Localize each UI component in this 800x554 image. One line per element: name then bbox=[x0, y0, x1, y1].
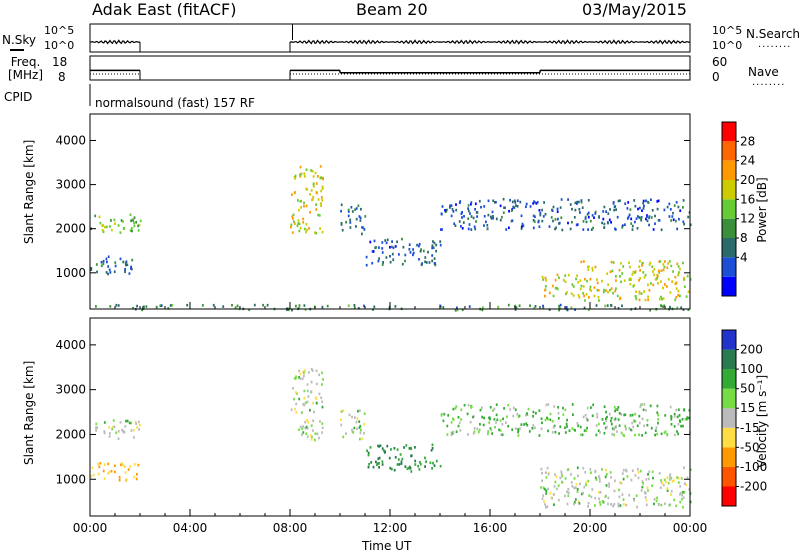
x-tick-label-5: 20:00 bbox=[573, 521, 608, 535]
power-panel-echo-region-5 bbox=[440, 197, 692, 232]
power-colorbar-swatch-7 bbox=[722, 141, 736, 161]
freq-label-line1: Freq. bbox=[10, 55, 41, 69]
velocity-panel-echo-region-2 bbox=[290, 367, 324, 442]
power-panel-ytick-label-1: 2000 bbox=[55, 222, 86, 236]
velocity-colorbar-tick-label-2: 50 bbox=[740, 382, 755, 396]
velocity-panel-echo-region-4 bbox=[366, 443, 442, 473]
velocity-panel-ytick-label-0: 1000 bbox=[55, 472, 86, 486]
nsky-panel-frame bbox=[89, 23, 691, 53]
freq-label: Freq. [MHz] bbox=[8, 56, 43, 82]
nsky-legend-mark bbox=[10, 49, 24, 51]
velocity-panel-bg bbox=[90, 318, 690, 516]
velocity-panel-echo-region-1 bbox=[90, 462, 140, 482]
power-colorbar-frame bbox=[721, 121, 737, 297]
velocity-colorbar-swatch-0 bbox=[722, 486, 736, 506]
nsearch-legend-dots: ........ bbox=[758, 39, 792, 50]
power-panel-ytick-label-3: 4000 bbox=[55, 133, 86, 147]
plot-title-station: Adak East (fitACF) bbox=[92, 0, 237, 19]
nsearch-label: N.Search bbox=[746, 27, 800, 41]
x-tick-label-4: 16:00 bbox=[473, 521, 508, 535]
velocity-colorbar-tick-label-3: 15 bbox=[740, 401, 755, 415]
freq-panel-frame bbox=[89, 55, 691, 81]
velocity-colorbar-tick-label-4: -15 bbox=[740, 421, 760, 435]
velocity-panel-echo-region-5 bbox=[440, 403, 691, 437]
velocity-panel-echo-region-0 bbox=[95, 419, 141, 441]
velocity-colorbar-swatch-3 bbox=[722, 427, 736, 448]
power-panel-bg bbox=[90, 114, 690, 309]
x-tick-label-6: 00:00 bbox=[673, 521, 708, 535]
velocity-colorbar-swatch-2 bbox=[722, 447, 736, 467]
nsky-tick-high: 10^5 bbox=[44, 24, 75, 37]
velocity-colorbar-swatch-7 bbox=[722, 349, 736, 370]
power-panel-echo-region-3 bbox=[340, 203, 367, 236]
nsearch-tick-high: 10^5 bbox=[712, 24, 743, 37]
power-colorbar-tick-label-1: 24 bbox=[740, 154, 755, 168]
power-colorbar-swatch-8 bbox=[722, 122, 736, 142]
velocity-colorbar-tick-label-5: -50 bbox=[740, 440, 760, 454]
power-panel-ytick-label-2: 3000 bbox=[55, 178, 86, 192]
velocity-panel-echo-region-3 bbox=[340, 409, 366, 441]
power-colorbar-swatch-6 bbox=[722, 160, 736, 180]
cpid-label: CPID bbox=[4, 90, 33, 104]
power-colorbar-swatch-2 bbox=[722, 238, 736, 258]
power-colorbar-swatch-5 bbox=[722, 180, 736, 200]
power-panel-echo-region-0 bbox=[90, 213, 142, 234]
velocity-colorbar-swatch-5 bbox=[722, 388, 736, 409]
nave-legend-dots: ........ bbox=[752, 77, 786, 88]
nave-tick-low: 0 bbox=[712, 70, 720, 84]
power-colorbar-tick-label-4: 12 bbox=[740, 212, 755, 226]
power-panel-echo-region-2 bbox=[290, 165, 324, 235]
velocity-panel-ytick-label-3: 4000 bbox=[55, 338, 86, 352]
power-colorbar-swatch-3 bbox=[722, 218, 736, 238]
x-tick-label-1: 04:00 bbox=[173, 521, 208, 535]
x-tick-label-3: 12:00 bbox=[373, 521, 408, 535]
x-tick-label-2: 08:00 bbox=[273, 521, 308, 535]
velocity-colorbar-tick-label-6: -100 bbox=[740, 460, 767, 474]
velocity-panel-ytick-label-1: 2000 bbox=[55, 427, 86, 441]
plot-title-beam: Beam 20 bbox=[356, 0, 428, 19]
power-colorbar-swatch-0 bbox=[722, 276, 736, 296]
nsky-label: N.Sky bbox=[2, 33, 37, 47]
power-colorbar-swatch-1 bbox=[722, 257, 736, 277]
velocity-panel-echo-region-6 bbox=[540, 466, 692, 509]
velocity-colorbar-swatch-1 bbox=[722, 466, 736, 487]
nave-tick-high: 60 bbox=[712, 55, 728, 69]
freq-tick-low: 8 bbox=[58, 70, 66, 84]
power-colorbar-tick-label-6: 4 bbox=[740, 250, 748, 264]
nave-label: Nave bbox=[748, 65, 779, 79]
velocity-colorbar-tick-label-0: 200 bbox=[740, 343, 763, 357]
cpid-value: normalsound (fast) 157 RF bbox=[95, 96, 255, 110]
nsky-series-1 bbox=[289, 39, 691, 45]
power-colorbar-tick-label-0: 28 bbox=[740, 134, 755, 148]
nsky-series-0 bbox=[90, 39, 141, 45]
x-axis-label: Time UT bbox=[362, 539, 412, 553]
nsearch-tick-low: 10^0 bbox=[712, 39, 743, 52]
power-colorbar-tick-label-5: 8 bbox=[740, 231, 748, 245]
power-colorbar-swatch-4 bbox=[722, 199, 736, 219]
power-panel-echo-region-7 bbox=[577, 259, 692, 302]
power-panel-echo-region-4 bbox=[365, 237, 442, 267]
velocity-colorbar-swatch-8 bbox=[722, 330, 736, 350]
power-panel-echo-region-6 bbox=[541, 273, 580, 298]
power-colorbar-tick-label-2: 20 bbox=[740, 173, 755, 187]
x-tick-label-0: 00:00 bbox=[73, 521, 108, 535]
power-panel-echo-region-1 bbox=[90, 255, 134, 276]
power-colorbar-tick-label-3: 16 bbox=[740, 192, 755, 206]
velocity-colorbar-frame bbox=[721, 329, 737, 507]
velocity-colorbar-swatch-4 bbox=[722, 408, 736, 428]
nsky-tick-low: 10^0 bbox=[44, 39, 75, 52]
velocity-colorbar-tick-label-7: -200 bbox=[740, 479, 767, 493]
velocity-colorbar-tick-label-1: 100 bbox=[740, 362, 763, 376]
power-panel-ytick-label-0: 1000 bbox=[55, 266, 86, 280]
plot-title-date: 03/May/2015 bbox=[582, 0, 687, 19]
freq-tick-high: 18 bbox=[52, 55, 68, 69]
freq-label-line2: [MHz] bbox=[8, 68, 44, 82]
velocity-panel-ytick-label-2: 3000 bbox=[55, 383, 86, 397]
velocity-colorbar-swatch-6 bbox=[722, 369, 736, 389]
